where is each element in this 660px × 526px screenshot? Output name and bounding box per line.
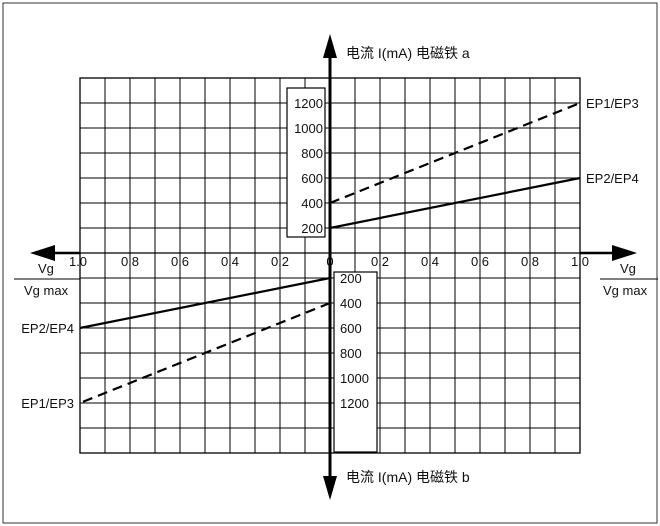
x-tick-label: 1.0 — [69, 254, 87, 269]
upper-y-tick-label: 1200 — [294, 96, 323, 111]
x-tick-label: 0.8 — [521, 254, 539, 269]
axes — [30, 34, 637, 500]
horizontal-axis-arrow-left — [30, 245, 55, 261]
upper-y-tick-label: 400 — [301, 196, 323, 211]
series-layer — [79, 101, 581, 405]
upper-axis-title: 电流 I(mA) 电磁铁 a — [346, 45, 470, 61]
left-x-label-numerator: Vg — [38, 261, 54, 276]
upper-y-tick-label: 200 — [301, 221, 323, 236]
right-x-label-numerator: Vg — [620, 261, 636, 276]
x-tick-label: 1.0 — [571, 254, 589, 269]
vertical-axis-arrow-up — [323, 34, 337, 58]
x-tick-label: 0 — [326, 254, 333, 269]
lower-series-label: EP2/EP4 — [21, 321, 74, 336]
upper-tick-label-box — [286, 87, 326, 238]
x-tick-label: 0.2 — [271, 254, 289, 269]
lower-y-tick-label: 400 — [340, 296, 362, 311]
lower-series-line — [79, 276, 331, 330]
lower-axis-title: 电流 I(mA) 电磁铁 b — [346, 469, 470, 485]
upper-series-label: EP2/EP4 — [586, 171, 639, 186]
x-tick-label: 0.2 — [371, 254, 389, 269]
lower-series-line — [79, 301, 331, 405]
upper-y-tick-label: 600 — [301, 171, 323, 186]
lower-series-label: EP1/EP3 — [21, 396, 74, 411]
x-tick-label: 0.6 — [471, 254, 489, 269]
upper-y-tick-label: 1000 — [294, 121, 323, 136]
x-tick-label: 0.8 — [121, 254, 139, 269]
x-tick-label: 0.4 — [421, 254, 439, 269]
labels: 电流 I(mA) 电磁铁 a 电流 I(mA) 电磁铁 b Vg Vg max … — [14, 45, 658, 485]
lower-y-tick-label: 1000 — [340, 371, 369, 386]
horizontal-axis-arrow-right — [612, 245, 637, 261]
upper-series-label: EP1/EP3 — [586, 96, 639, 111]
lower-tick-label-box — [333, 271, 378, 453]
x-tick-label: 0.4 — [221, 254, 239, 269]
right-x-label-denominator: Vg max — [603, 283, 648, 298]
lower-y-tick-label: 600 — [340, 321, 362, 336]
left-x-label-denominator: Vg max — [24, 283, 69, 298]
upper-series-line — [329, 176, 581, 230]
lower-y-tick-label: 1200 — [340, 396, 369, 411]
x-tick-label: 0.6 — [171, 254, 189, 269]
lower-y-tick-label: 200 — [340, 271, 362, 286]
upper-series-line — [329, 101, 581, 205]
upper-y-tick-label: 800 — [301, 146, 323, 161]
lower-y-tick-label: 800 — [340, 346, 362, 361]
vertical-axis-arrow-down — [323, 476, 337, 500]
